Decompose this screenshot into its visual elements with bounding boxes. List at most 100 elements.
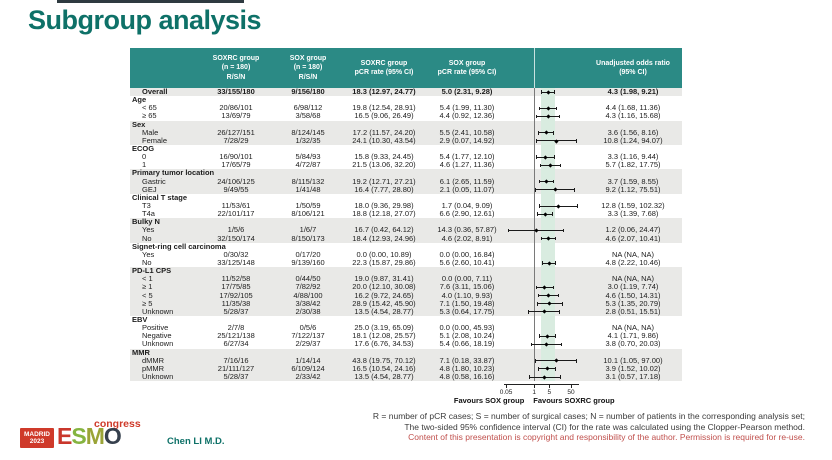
reference-line <box>534 348 536 357</box>
cell-soxrc-pcr: 17.6 (6.76, 34.53) <box>354 339 414 349</box>
table-row: ≥ 1 17/75/85 7/82/92 20.0 (12.10, 30.08) 7.6… <box>130 283 682 292</box>
cell-soxrc-pcr: 16.5 (10.54, 24.16) <box>352 363 416 373</box>
cell-sox-rsn: 2/29/37 <box>295 339 321 349</box>
row-label: T4a <box>142 209 155 219</box>
row-label: Bulky N <box>132 217 160 227</box>
reference-line <box>534 104 536 113</box>
forest-cell <box>504 177 584 186</box>
cell-sox-pcr: 5.5 (2.41, 10.58) <box>439 127 495 137</box>
logo-letter-O: O <box>103 423 122 449</box>
overall-ci-band <box>540 218 556 227</box>
cell-odds-ratio: 4.1 (1.71, 9.86) <box>607 331 659 341</box>
cell-soxrc-rsn: 11/52/58 <box>221 274 251 284</box>
forest-cell <box>504 299 584 308</box>
cell-sox-rsn: 1/6/7 <box>299 225 317 235</box>
cell-sox-pcr: 4.6 (1.27, 11.36) <box>439 160 495 170</box>
cell-odds-ratio: 4.6 (2.07, 10.41) <box>605 233 661 243</box>
ci-cap-right <box>552 285 554 290</box>
cell-sox-rsn: 0/44/50 <box>295 274 321 284</box>
row-label: GEJ <box>142 184 157 194</box>
cell-odds-ratio: 3.6 (1.56, 8.16) <box>607 127 659 137</box>
plot-axis-area: 0.05 1 5 50 Favours SOX group Favours SOXRC g… <box>130 381 682 409</box>
cell-odds-ratio: 4.6 (1.50, 14.31) <box>605 290 661 300</box>
cell-soxrc-rsn: 33/155/180 <box>217 87 255 96</box>
or-point <box>546 261 551 266</box>
table-body: Overall 33/155/180 9/156/180 18.3 (12.97, 2… <box>130 87 682 382</box>
cell-sox-pcr: 0.0 (0.00, 16.84) <box>439 249 495 259</box>
cell-soxrc-rsn: 33/125/148 <box>217 257 255 267</box>
cell-odds-ratio: 3.3 (1.39, 7.68) <box>607 209 659 219</box>
row-label: Positive <box>142 323 169 333</box>
reference-line <box>534 324 536 333</box>
forest-cell <box>504 120 584 129</box>
table-row: No 33/125/148 9/139/160 22.3 (15.87, 29.86)… <box>130 257 682 268</box>
ci-cap-right <box>555 236 557 241</box>
cell-soxrc-rsn: 11/53/61 <box>221 200 251 210</box>
row-label: 1 <box>142 160 147 170</box>
row-label: Male <box>142 127 159 137</box>
cell-sox-rsn: 5/84/93 <box>295 152 321 162</box>
cell-soxrc-pcr: 16.4 (7.77, 28.80) <box>354 184 414 194</box>
cell-soxrc-pcr: 18.3 (12.97, 24.77) <box>352 87 416 96</box>
presenter-name: Chen LI M.D. <box>167 436 225 447</box>
ci-cap-right <box>558 293 560 298</box>
cell-soxrc-rsn: 17/92/105 <box>219 290 253 300</box>
axis-tick <box>549 384 551 388</box>
table-row: < 1 11/52/58 0/44/50 19.0 (9.87, 31.41) 0.0 … <box>130 274 682 284</box>
ci-cap-right <box>556 106 558 111</box>
table-row: Unknown 5/28/37 2/33/42 13.5 (4.54, 28.77) 4… <box>130 371 682 382</box>
table-row: 0 16/90/101 5/84/93 15.8 (9.33, 24.45) 5.4 (… <box>130 152 682 162</box>
header-ref-line <box>534 48 536 88</box>
cell-sox-rsn: 0/17/20 <box>295 249 321 259</box>
forest-cell <box>504 88 584 97</box>
forest-cell <box>504 161 584 170</box>
cell-sox-rsn: 8/150/173 <box>291 233 325 243</box>
forest-cell <box>504 283 584 292</box>
cell-sox-pcr: 7.1 (0.18, 33.87) <box>439 355 495 365</box>
row-label: dMMR <box>142 355 165 365</box>
row-label: Yes <box>142 225 155 235</box>
cell-soxrc-pcr: 28.9 (15.42, 45.90) <box>352 298 416 308</box>
cell-soxrc-pcr: 18.0 (9.36, 29.98) <box>354 200 414 210</box>
ci-cap-left <box>541 261 543 265</box>
forest-cell <box>504 210 584 219</box>
forest-cell <box>504 218 584 227</box>
reference-line <box>534 136 536 145</box>
section-row: Bulky N <box>130 217 682 227</box>
cell-sox-pcr: 2.1 (0.05, 11.07) <box>439 184 495 194</box>
reference-line <box>534 283 536 292</box>
cell-soxrc-pcr: 19.0 (9.87, 31.41) <box>354 274 414 284</box>
axis-tick <box>534 384 536 388</box>
cell-soxrc-rsn: 26/127/151 <box>217 127 255 137</box>
cell-soxrc-pcr: 16.5 (9.06, 26.49) <box>354 111 414 121</box>
cell-odds-ratio: 3.9 (1.52, 10.02) <box>605 363 661 373</box>
slide-title: Subgroup analysis <box>28 5 262 35</box>
overall-ci-band <box>540 242 556 251</box>
reference-line <box>534 210 536 219</box>
row-label: Age <box>132 95 147 105</box>
cell-soxrc-rsn: 17/65/79 <box>221 160 251 170</box>
row-label: Unknown <box>142 371 174 381</box>
cell-odds-ratio: 3.3 (1.16, 9.44) <box>607 152 659 162</box>
cell-soxrc-rsn: 25/121/138 <box>217 331 255 341</box>
axis-line <box>504 384 579 385</box>
favours-sox-label: Favours SOX group <box>453 396 525 406</box>
reference-line <box>534 201 536 211</box>
reference-line <box>534 242 536 251</box>
reference-line <box>534 161 536 170</box>
cell-sox-pcr: 4.0 (1.10, 9.93) <box>441 290 493 300</box>
cell-soxrc-pcr: 17.2 (11.57, 24.20) <box>352 127 416 137</box>
cell-odds-ratio: 3.1 (0.57, 17.18) <box>605 371 661 381</box>
axis-tick-label: 50 <box>567 388 575 396</box>
ci-cap-right <box>554 155 556 159</box>
forest-cell <box>504 153 584 162</box>
cell-sox-pcr: 0.0 (0.00, 45.93) <box>439 323 495 333</box>
overall-ci-band <box>540 120 556 129</box>
ci-cap-left <box>538 130 540 135</box>
row-label: Gastric <box>142 176 166 186</box>
ci-cap-left <box>537 212 539 216</box>
row-label: ≥ 5 <box>142 298 153 308</box>
esmo-congress-logo: congress MADRID 2023 ESMO <box>18 418 150 458</box>
cell-soxrc-rsn: 24/106/125 <box>217 176 255 186</box>
overall-ci-band <box>540 96 556 105</box>
